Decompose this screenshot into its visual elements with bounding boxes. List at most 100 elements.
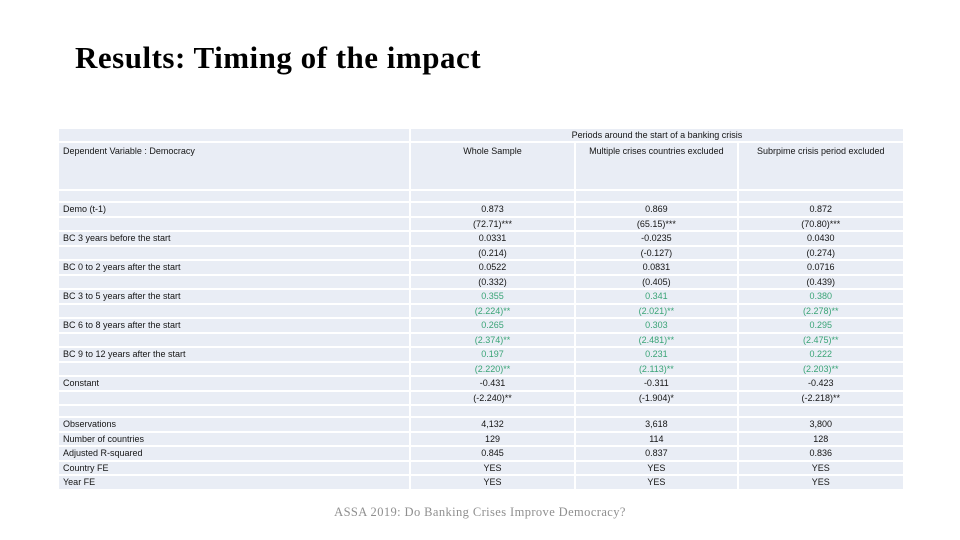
table-row: Country FE YES YES YES: [59, 461, 903, 474]
spacer-cell: [410, 406, 575, 416]
value-cell: 0.265: [410, 319, 575, 332]
value-cell: 3,618: [576, 418, 737, 431]
value-cell: (2.224)**: [410, 304, 575, 317]
table-row: BC 3 years before the start 0.0331 -0.0235…: [59, 232, 903, 245]
table-row: BC 3 to 5 years after the start 0.355 0.34…: [59, 290, 903, 303]
table-row: (-2.240)** (-1.904)* (-2.218)**: [59, 391, 903, 404]
value-cell: YES: [410, 476, 575, 489]
table-row: (2.224)** (2.021)** (2.278)**: [59, 304, 903, 317]
row-label: [59, 362, 409, 375]
value-cell: 0.0831: [576, 261, 737, 274]
value-cell: 0.197: [410, 348, 575, 361]
row-label: BC 0 to 2 years after the start: [59, 261, 409, 274]
value-cell: (0.214): [410, 246, 575, 259]
value-cell: 0.872: [738, 203, 903, 216]
row-label: Number of countries: [59, 432, 409, 445]
table-body: Demo (t-1) 0.873 0.869 0.872 (72.71)*** (65.1…: [59, 191, 903, 489]
span-header: Periods around the start of a banking cr…: [410, 129, 903, 141]
column-header-multiple-crises-excluded: Multiple crises countries excluded: [576, 143, 737, 189]
column-header-dependent-variable: Dependent Variable : Democracy: [59, 143, 409, 189]
value-cell: (2.374)**: [410, 333, 575, 346]
spacer-cell: [59, 191, 409, 201]
value-cell: YES: [738, 461, 903, 474]
table-row: BC 9 to 12 years after the start 0.197 0.2…: [59, 348, 903, 361]
value-cell: YES: [410, 461, 575, 474]
spacer-cell: [738, 191, 903, 201]
row-label: [59, 333, 409, 346]
value-cell: (0.332): [410, 275, 575, 288]
value-cell: 0.845: [410, 447, 575, 460]
value-cell: 0.295: [738, 319, 903, 332]
table-row: (2.220)** (2.113)** (2.203)**: [59, 362, 903, 375]
value-cell: 0.355: [410, 290, 575, 303]
value-cell: 0.837: [576, 447, 737, 460]
value-cell: (-2.240)**: [410, 391, 575, 404]
value-cell: (65.15)***: [576, 217, 737, 230]
value-cell: 129: [410, 432, 575, 445]
table-row: BC 0 to 2 years after the start 0.0522 0.0…: [59, 261, 903, 274]
value-cell: (2.475)**: [738, 333, 903, 346]
value-cell: 0.869: [576, 203, 737, 216]
row-label: Observations: [59, 418, 409, 431]
value-cell: (0.439): [738, 275, 903, 288]
row-label: [59, 304, 409, 317]
row-label: BC 3 years before the start: [59, 232, 409, 245]
value-cell: (2.203)**: [738, 362, 903, 375]
table-row: (0.332) (0.405) (0.439): [59, 275, 903, 288]
row-label: [59, 275, 409, 288]
row-label: [59, 217, 409, 230]
table-row: Year FE YES YES YES: [59, 476, 903, 489]
spacer-row: [59, 406, 903, 416]
value-cell: 0.0430: [738, 232, 903, 245]
table-row: Observations 4,132 3,618 3,800: [59, 418, 903, 431]
regression-results-table: Periods around the start of a banking cr…: [57, 127, 905, 491]
row-label: BC 3 to 5 years after the start: [59, 290, 409, 303]
value-cell: 3,800: [738, 418, 903, 431]
value-cell: 0.380: [738, 290, 903, 303]
row-label: BC 6 to 8 years after the start: [59, 319, 409, 332]
value-cell: (2.113)**: [576, 362, 737, 375]
column-header-row: Dependent Variable : Democracy Whole Sam…: [59, 143, 903, 189]
table-row: Demo (t-1) 0.873 0.869 0.872: [59, 203, 903, 216]
spacer-cell: [59, 406, 409, 416]
value-cell: -0.423: [738, 377, 903, 390]
value-cell: -0.0235: [576, 232, 737, 245]
value-cell: (-2.218)**: [738, 391, 903, 404]
value-cell: 0.873: [410, 203, 575, 216]
value-cell: 4,132: [410, 418, 575, 431]
value-cell: (72.71)***: [410, 217, 575, 230]
value-cell: (0.274): [738, 246, 903, 259]
value-cell: (-0.127): [576, 246, 737, 259]
value-cell: 0.0716: [738, 261, 903, 274]
value-cell: 0.222: [738, 348, 903, 361]
value-cell: -0.431: [410, 377, 575, 390]
table-row: Number of countries 129 114 128: [59, 432, 903, 445]
row-label: Demo (t-1): [59, 203, 409, 216]
table-row: BC 6 to 8 years after the start 0.265 0.30…: [59, 319, 903, 332]
value-cell: YES: [576, 476, 737, 489]
row-label: Country FE: [59, 461, 409, 474]
row-label: Adjusted R-squared: [59, 447, 409, 460]
value-cell: (2.021)**: [576, 304, 737, 317]
value-cell: (2.481)**: [576, 333, 737, 346]
spacer-cell: [576, 191, 737, 201]
spacer-row: [59, 191, 903, 201]
value-cell: YES: [576, 461, 737, 474]
spacer-cell: [59, 129, 409, 141]
spacer-cell: [738, 406, 903, 416]
value-cell: (2.220)**: [410, 362, 575, 375]
value-cell: 128: [738, 432, 903, 445]
slide-footer: ASSA 2019: Do Banking Crises Improve Dem…: [334, 505, 626, 519]
value-cell: 114: [576, 432, 737, 445]
value-cell: (70.80)***: [738, 217, 903, 230]
column-header-whole-sample: Whole Sample: [410, 143, 575, 189]
value-cell: 0.0331: [410, 232, 575, 245]
row-label: [59, 246, 409, 259]
table-row: (0.214) (-0.127) (0.274): [59, 246, 903, 259]
value-cell: (0.405): [576, 275, 737, 288]
table-row: Adjusted R-squared 0.845 0.837 0.836: [59, 447, 903, 460]
value-cell: -0.311: [576, 377, 737, 390]
row-label: Constant: [59, 377, 409, 390]
slide-title: Results: Timing of the impact: [75, 40, 482, 75]
